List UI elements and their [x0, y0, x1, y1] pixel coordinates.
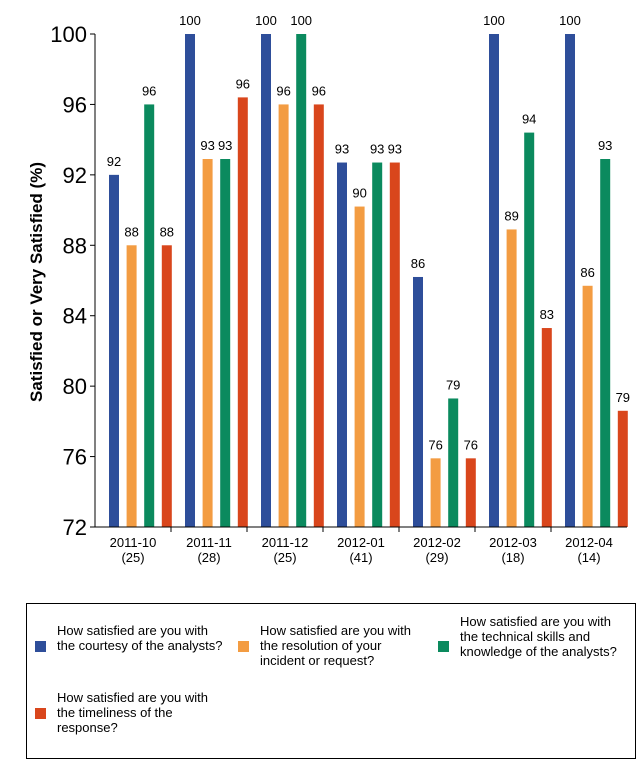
legend-swatch-timeliness	[35, 708, 46, 719]
bar-value-label: 93	[370, 142, 384, 157]
bar-value-label: 100	[559, 13, 581, 28]
bar-value-label: 88	[124, 224, 138, 239]
bar-value-label: 93	[218, 138, 232, 153]
x-tick-count-label: (41)	[349, 550, 372, 565]
bar	[161, 245, 172, 528]
bar	[237, 97, 248, 527]
y-tick-label: 88	[63, 233, 87, 258]
bar-value-label: 100	[290, 13, 312, 28]
bar-value-label: 93	[200, 138, 214, 153]
bar-value-label: 79	[446, 377, 460, 392]
bar	[465, 458, 476, 527]
bar	[313, 104, 324, 527]
x-tick-count-label: (29)	[425, 550, 448, 565]
bar-value-label: 76	[428, 437, 442, 452]
legend: How satisfied are you with the courtesy …	[26, 603, 636, 759]
x-tick-label: 2012-03	[489, 535, 537, 550]
bar	[489, 34, 499, 527]
x-tick-count-label: (28)	[197, 550, 220, 565]
y-tick-label: 80	[63, 374, 87, 399]
bar-value-label: 100	[255, 13, 277, 28]
bar	[337, 162, 347, 527]
bar	[506, 229, 517, 528]
y-tick-label: 92	[63, 163, 87, 188]
bar	[413, 276, 423, 527]
bar	[296, 34, 307, 527]
legend-swatch-technical	[438, 641, 449, 652]
bar	[430, 458, 441, 527]
x-tick-label: 2012-01	[337, 535, 385, 550]
legend-swatch-resolution	[238, 641, 249, 652]
legend-swatch-courtesy	[35, 641, 46, 652]
bar-value-label: 93	[388, 142, 402, 157]
x-tick-label: 2012-02	[413, 535, 461, 550]
bar-value-label: 86	[580, 265, 594, 280]
bar	[202, 159, 213, 527]
y-tick-label: 72	[63, 515, 87, 540]
legend-label-resolution: How satisfied are you with the resolutio…	[260, 623, 412, 668]
bar-value-label: 100	[483, 13, 505, 28]
bar	[126, 245, 137, 528]
bar-value-label: 93	[598, 138, 612, 153]
x-tick-count-label: (25)	[121, 550, 144, 565]
bar-value-label: 96	[142, 83, 156, 98]
x-tick-label: 2011-11	[186, 535, 232, 550]
bar-value-label: 89	[504, 208, 518, 223]
bar-value-label: 92	[107, 154, 121, 169]
legend-label-technical: How satisfied are you with the technical…	[460, 614, 617, 659]
bar	[278, 104, 289, 527]
bar	[109, 174, 119, 527]
bar	[354, 206, 365, 528]
x-tick-count-label: (18)	[501, 550, 524, 565]
y-axis-title: Satisfied or Very Satisfied (%)	[27, 162, 46, 402]
bar-value-label: 79	[616, 390, 630, 405]
x-tick-label: 2012-04	[565, 535, 613, 550]
bar	[565, 34, 575, 527]
y-tick-label: 76	[63, 445, 87, 470]
bar-value-label: 96	[276, 83, 290, 98]
x-tick-label: 2011-10	[110, 535, 157, 550]
y-tick-label: 96	[63, 92, 87, 117]
bar-value-label: 96	[312, 83, 326, 98]
legend-label-timeliness: How satisfied are you with the timelines…	[57, 690, 209, 735]
bar	[389, 162, 400, 527]
legend-label-courtesy: How satisfied are you with the courtesy …	[57, 623, 223, 653]
bar	[220, 159, 231, 527]
bar-value-label: 93	[335, 142, 349, 157]
bar	[600, 159, 611, 527]
bar-value-label: 94	[522, 112, 536, 127]
bar	[144, 104, 155, 527]
bar	[185, 34, 195, 527]
x-tick-count-label: (14)	[577, 550, 600, 565]
bar	[541, 328, 552, 527]
bar-value-label: 100	[179, 13, 201, 28]
y-tick-label: 100	[50, 22, 87, 47]
x-tick-count-label: (25)	[273, 550, 296, 565]
bar	[448, 398, 459, 527]
bar	[372, 162, 383, 527]
y-tick-label: 84	[63, 304, 87, 329]
bar	[261, 34, 271, 527]
bar-value-label: 86	[411, 256, 425, 271]
bar-value-label: 88	[160, 224, 174, 239]
bar	[617, 410, 628, 527]
bar-value-label: 83	[540, 307, 554, 322]
bar-value-label: 76	[464, 437, 478, 452]
bar	[524, 132, 535, 527]
bar	[582, 285, 593, 527]
x-tick-label: 2011-12	[262, 535, 309, 550]
bar-chart: Satisfied or Very Satisfied (%) 72 76 80 84…	[27, 13, 630, 565]
bar-value-label: 90	[352, 186, 366, 201]
bar-value-label: 96	[236, 76, 250, 91]
